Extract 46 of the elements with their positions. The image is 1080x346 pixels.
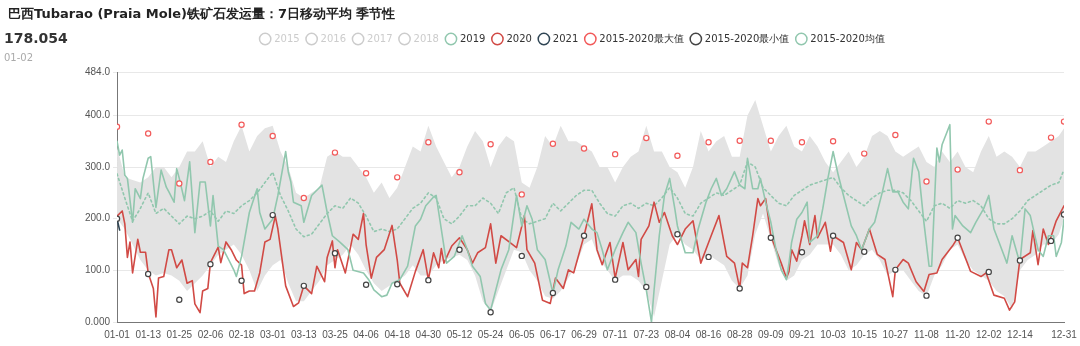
x-tick-label: 08-04 [664, 328, 691, 340]
legend-label: 2015-2020最小值 [704, 32, 790, 44]
x-tick-label: 04-30 [415, 328, 442, 340]
text: 01-02 [4, 52, 34, 63]
x-tick-label: 07-23 [633, 328, 660, 340]
x-tick-label: 08-28 [726, 328, 753, 340]
x-tick-label: 04-18 [384, 328, 411, 340]
x-tick-label: 06-05 [508, 328, 535, 340]
legend-label: 2019 [459, 32, 486, 44]
x-tick-label: 03-13 [291, 328, 318, 340]
x-tick-label: 10-03 [820, 328, 847, 340]
x-tick-label: 05-24 [477, 328, 504, 340]
y-tick-label: 200.0 [84, 212, 111, 224]
x-tick-label: 01-01 [104, 328, 131, 340]
x-tick-label: 12-31 [1051, 328, 1078, 340]
x-tick-label: 10-27 [882, 328, 909, 340]
x-tick-label: 09-09 [758, 328, 785, 340]
x-tick-label: 01-25 [166, 328, 193, 340]
legend-label: 2015-2020均值 [810, 32, 885, 44]
x-tick-label: 04-06 [353, 328, 380, 340]
x-tick-label: 11-08 [914, 328, 940, 340]
y-tick-label: 484.0 [84, 65, 111, 77]
y-tick-label: 300.0 [84, 160, 111, 172]
x-tick-label: 02-18 [228, 328, 255, 340]
x-tick-label: 12-02 [975, 328, 1002, 340]
x-tick-label: 08-16 [695, 328, 722, 340]
x-tick-label: 01-13 [135, 328, 162, 340]
x-tick-label: 02-06 [197, 328, 224, 340]
legend-label: 2020 [506, 32, 532, 44]
x-tick-label: 05-12 [446, 328, 473, 340]
x-tick-label: 12-14 [1007, 328, 1034, 340]
y-tick-label: 400.0 [84, 109, 111, 121]
x-tick-label: 09-21 [789, 328, 816, 340]
x-tick-label: 03-25 [322, 328, 349, 340]
x-tick-label: 03-01 [259, 328, 286, 340]
x-tick-label: 06-29 [571, 328, 598, 340]
y-tick-label: 100.0 [84, 264, 111, 276]
chart-title: 巴西Tubarao (Praia Mole)铁矿石发运量：7日移动平均 季节性 [8, 5, 396, 23]
x-tick-label: 06-17 [540, 328, 567, 340]
y-tick-label: 0.000 [84, 315, 111, 327]
x-tick-label: 07-11 [602, 328, 629, 340]
legend-label: 2015-2020最大值 [599, 32, 684, 44]
x-tick-label: 11-20 [945, 328, 971, 340]
x-tick-label: 10-15 [851, 328, 878, 340]
legend-label: 2021 [552, 32, 579, 44]
text: 178.054 [4, 30, 68, 46]
